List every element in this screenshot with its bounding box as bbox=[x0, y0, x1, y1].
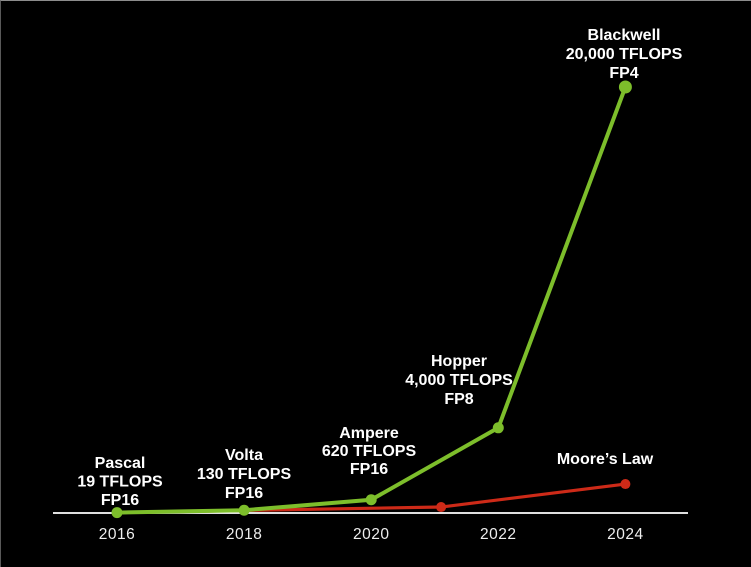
gpu-label-ampere-line1: Ampere bbox=[339, 425, 399, 442]
gpu-label-blackwell-line2: 20,000 TFLOPS bbox=[566, 46, 683, 63]
moores-law-label: Moore’s Law bbox=[557, 451, 654, 468]
gpu-point-pascal bbox=[111, 507, 123, 519]
x-tick-label-2016: 2016 bbox=[99, 526, 135, 543]
gpu-point-volta bbox=[238, 504, 250, 516]
gpu-series bbox=[111, 80, 632, 519]
gpu-label-blackwell-line3: FP4 bbox=[609, 65, 638, 82]
x-tick-label-2020: 2020 bbox=[353, 526, 389, 543]
gpu-label-pascal-line1: Pascal bbox=[95, 455, 146, 472]
gpu-label-blackwell-line1: Blackwell bbox=[588, 27, 661, 44]
gpu-point-ampere bbox=[365, 494, 377, 506]
x-axis-tick-labels: 2016 2018 2020 2022 2024 bbox=[99, 526, 643, 543]
gpu-label-hopper-line1: Hopper bbox=[431, 353, 487, 370]
gpu-label-volta-line1: Volta bbox=[225, 447, 263, 464]
moores-law-point bbox=[620, 479, 631, 490]
gpu-point-hopper bbox=[492, 422, 504, 434]
gpu-label-volta-line2: 130 TFLOPS bbox=[197, 466, 292, 483]
gpu-label-ampere-line3: FP16 bbox=[350, 461, 388, 478]
gpu-label-ampere-line2: 620 TFLOPS bbox=[322, 443, 417, 460]
moores-law-point bbox=[436, 502, 447, 513]
gpu-point-blackwell bbox=[618, 80, 632, 94]
gpu-label-pascal-line2: 19 TFLOPS bbox=[77, 474, 163, 491]
gpu-label-hopper-line2: 4,000 TFLOPS bbox=[405, 372, 513, 389]
x-tick-label-2022: 2022 bbox=[480, 526, 516, 543]
gpu-label-hopper-line3: FP8 bbox=[444, 391, 473, 408]
x-tick-label-2024: 2024 bbox=[607, 526, 643, 543]
gpu-label-volta-line3: FP16 bbox=[225, 485, 263, 502]
x-tick-label-2018: 2018 bbox=[226, 526, 262, 543]
gpu-label-pascal-line3: FP16 bbox=[101, 492, 139, 509]
